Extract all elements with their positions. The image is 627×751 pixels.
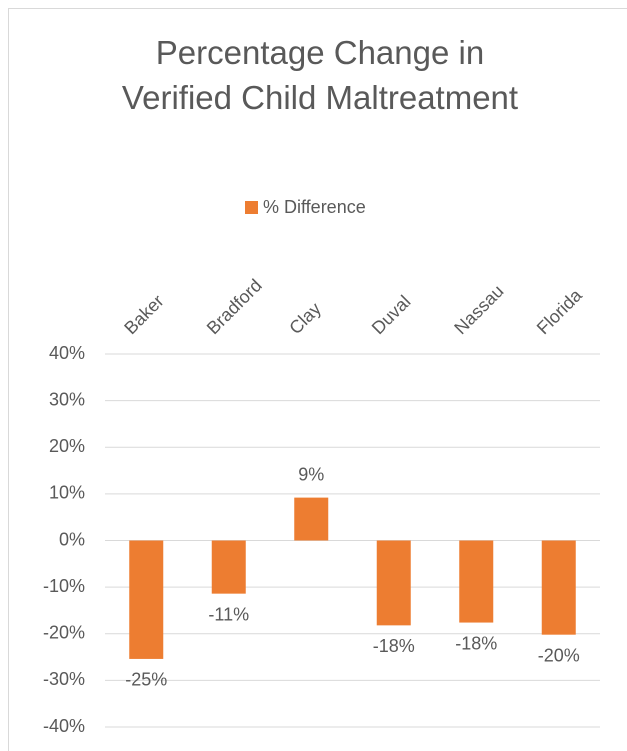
y-tick-label: 20% — [49, 436, 85, 456]
data-label: 9% — [298, 464, 324, 484]
data-label: -18% — [455, 633, 497, 653]
y-tick-label: -10% — [43, 576, 85, 596]
bar — [129, 540, 164, 659]
y-tick-label: -30% — [43, 669, 85, 689]
bar — [541, 540, 576, 635]
y-tick-label: -40% — [43, 716, 85, 736]
x-tick-label: Nassau — [450, 281, 507, 338]
bar — [294, 497, 329, 541]
x-tick-label: Duval — [368, 291, 415, 338]
x-tick-label: Bradford — [203, 275, 266, 338]
data-label: -20% — [538, 645, 580, 665]
x-tick-label: Clay — [285, 299, 325, 339]
x-tick-label: Baker — [120, 291, 167, 338]
frame — [8, 8, 627, 751]
y-tick-label: 0% — [59, 529, 85, 549]
y-tick-label: 30% — [49, 389, 85, 409]
chart-title: Percentage Change in Verified Child Malt… — [121, 34, 519, 116]
y-tick-label: 10% — [49, 483, 85, 503]
legend-label: % Difference — [263, 197, 366, 217]
legend-swatch — [245, 201, 258, 214]
bar — [459, 540, 494, 623]
data-label: -25% — [125, 670, 167, 690]
x-tick-label: Florida — [533, 284, 587, 338]
bar — [376, 540, 411, 626]
y-tick-label: -20% — [43, 623, 85, 643]
bar — [211, 540, 246, 594]
y-tick-label: 40% — [49, 343, 85, 363]
data-label: -11% — [208, 604, 249, 624]
data-label: -18% — [373, 636, 415, 656]
